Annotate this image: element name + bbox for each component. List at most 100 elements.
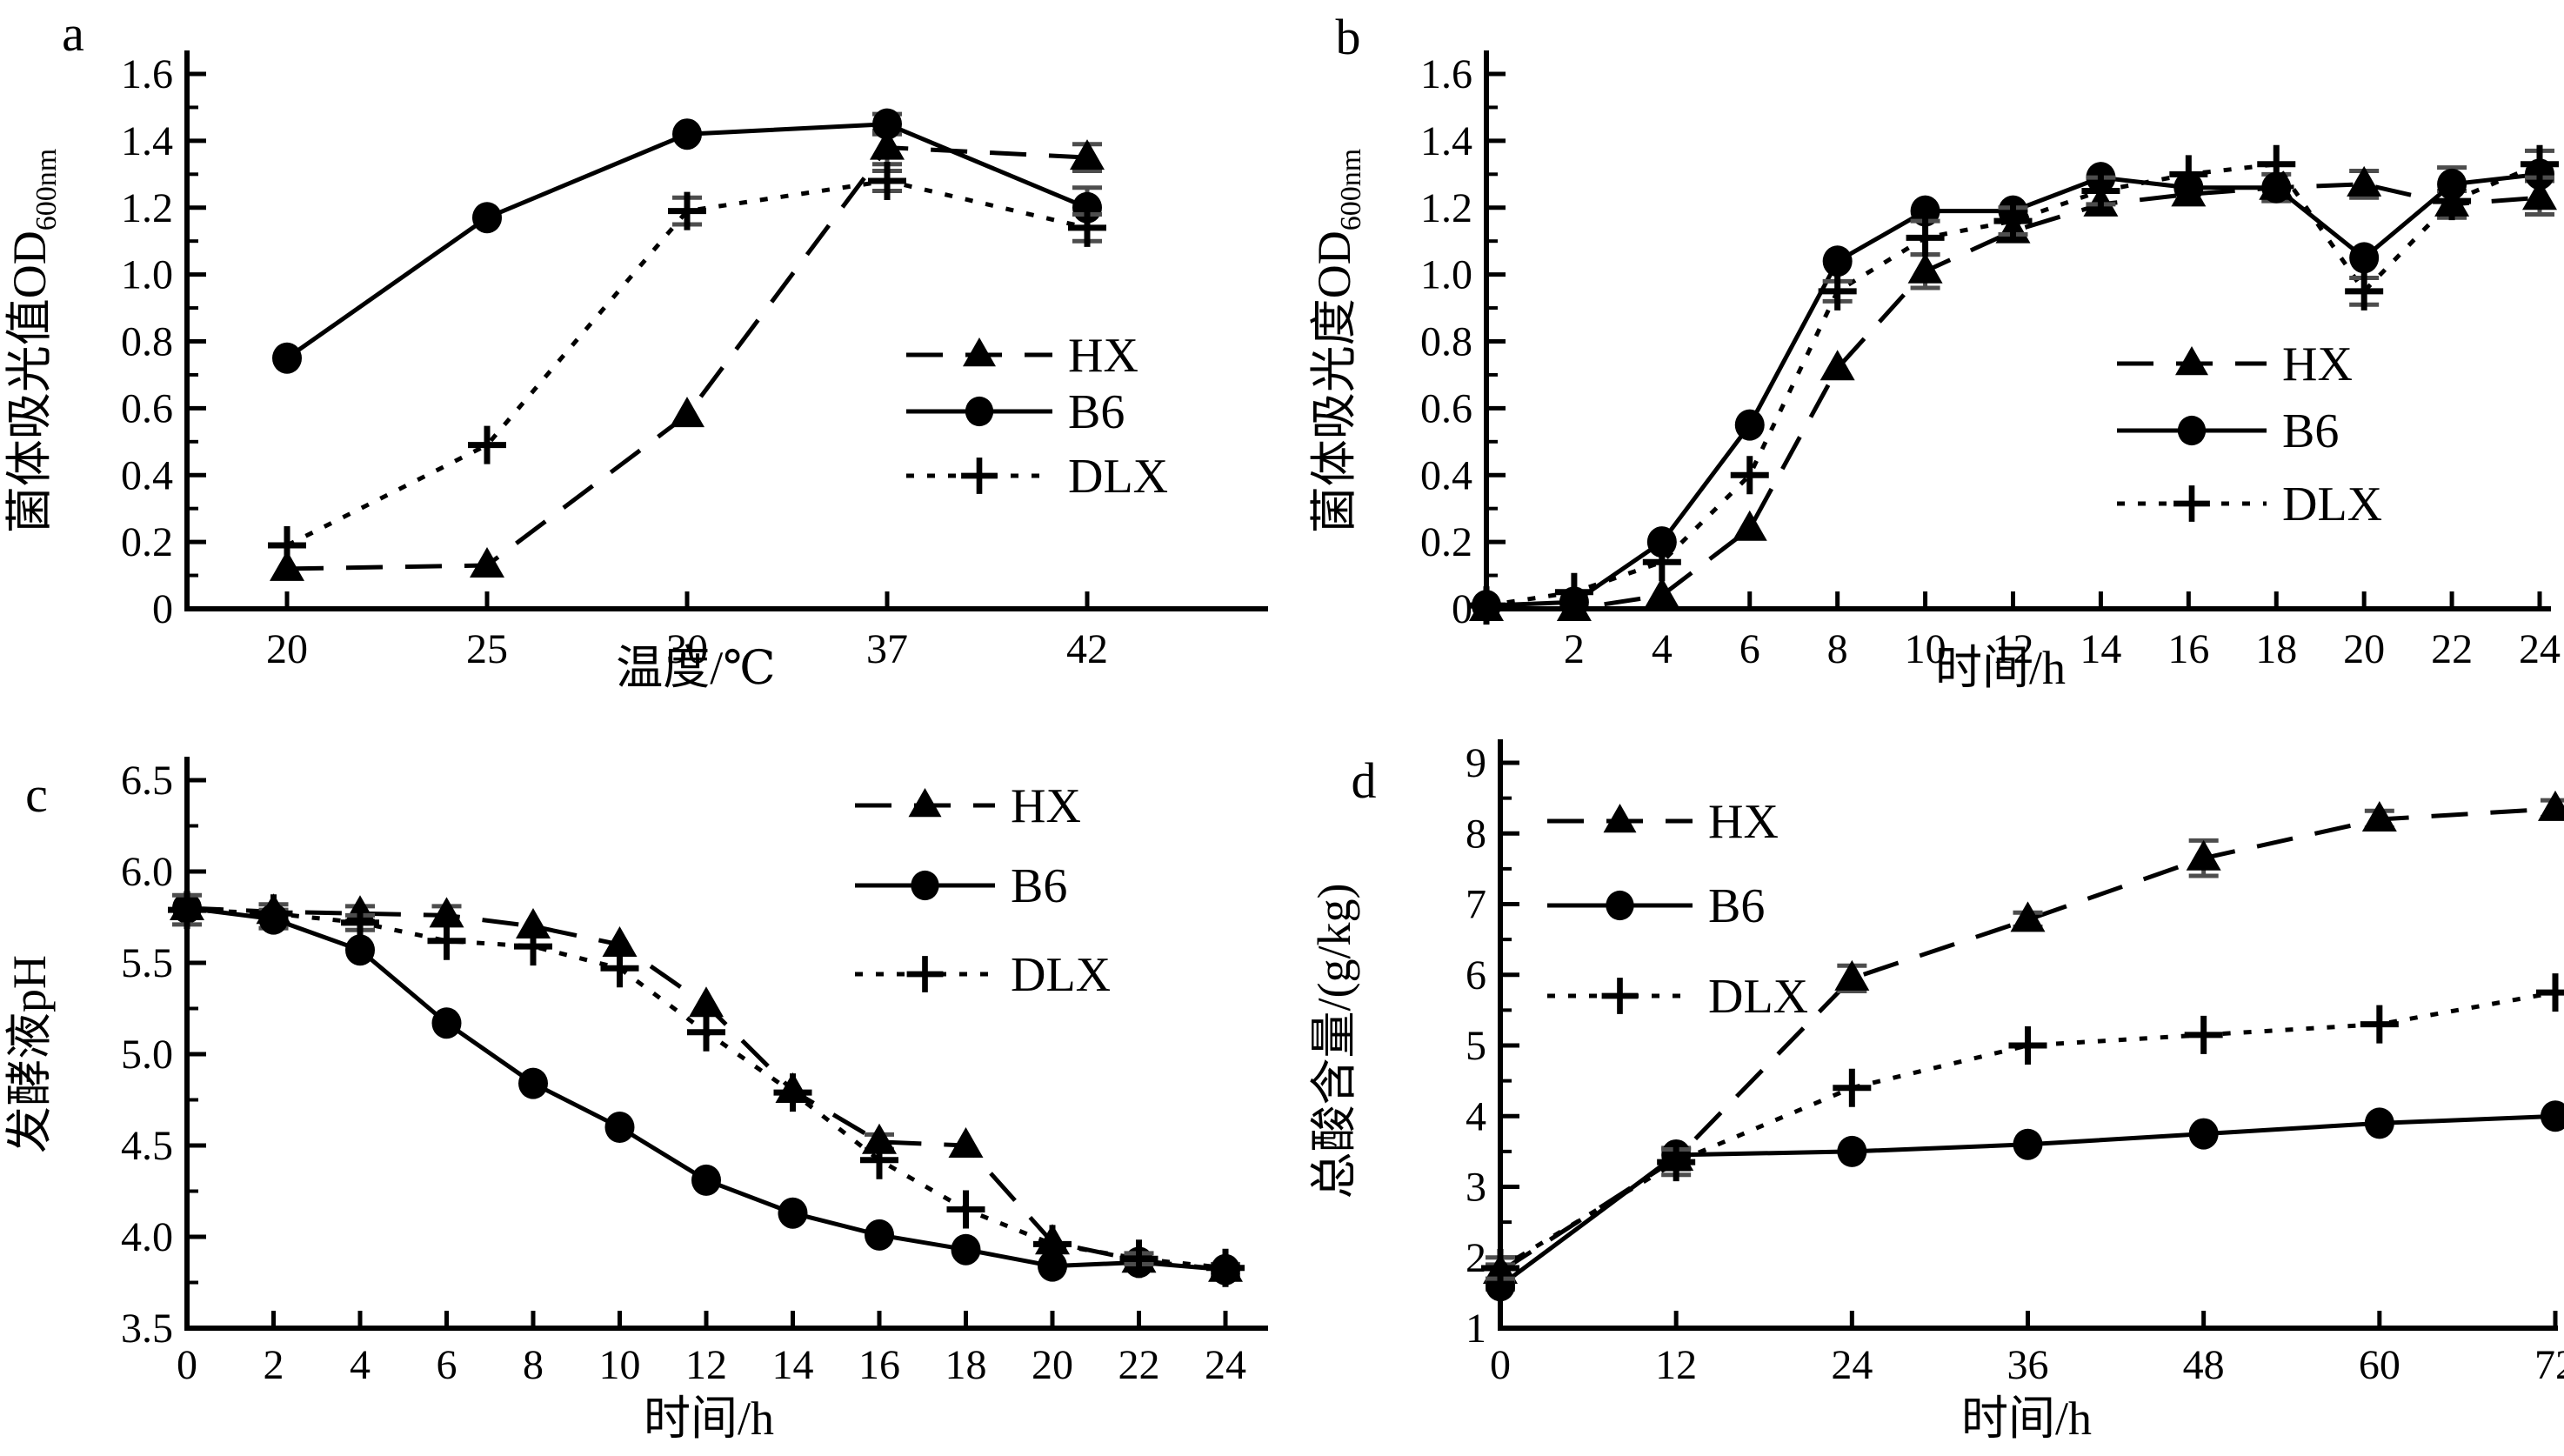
circle-marker xyxy=(431,1007,462,1039)
circle-marker xyxy=(911,870,939,901)
circle-marker xyxy=(1822,245,1853,277)
x-tick-label: 8 xyxy=(1827,626,1848,672)
chart-c-svg: 3.54.04.55.05.56.06.50 2 4 6 8 10 12 14 16 18 20 22… xyxy=(3,757,1268,1445)
y-tick-label: 1.4 xyxy=(1420,118,1472,164)
triangle-marker xyxy=(516,908,551,938)
plus-marker xyxy=(168,891,206,930)
plus-marker xyxy=(1730,456,1769,495)
legend-label-B6: B6 xyxy=(1011,859,1067,913)
panel-letter: c xyxy=(25,766,48,823)
x-tick-label: 25 xyxy=(466,626,508,672)
circle-marker xyxy=(951,1233,981,1266)
x-tick-label: 24 xyxy=(1205,1342,1246,1388)
y-tick-label: 1.6 xyxy=(121,51,173,97)
y-tick-label: 6.0 xyxy=(121,849,173,895)
y-tick-label: 1.4 xyxy=(121,118,173,164)
x-tick-label: 20 xyxy=(266,626,308,672)
y-tick-label: 0.6 xyxy=(121,385,173,431)
panel-letter: b xyxy=(1336,9,1361,65)
x-tick-label: 10 xyxy=(599,1342,641,1388)
triangle-marker xyxy=(1070,139,1105,170)
triangle-marker xyxy=(670,397,704,428)
panel-letter: a xyxy=(62,5,84,62)
circle-marker xyxy=(472,202,502,234)
legend-label-DLX: DLX xyxy=(1011,948,1111,1002)
triangle-marker xyxy=(862,1123,897,1154)
panel-c-ph-vs-time: 3.5 4.0 4.5 5.0 5.5 6.0 6.5 0 2 4 6 8 10 12 14 16 18 20 22… xyxy=(0,728,1282,1456)
plus-marker xyxy=(1601,978,1639,1014)
triangle-marker xyxy=(2522,179,2557,210)
y-tick-label: 0.4 xyxy=(1420,452,1472,498)
y-tick-label: 4.5 xyxy=(121,1123,173,1169)
y-tick-label: 5.5 xyxy=(121,940,173,986)
triangle-marker xyxy=(2010,901,2046,932)
circle-marker xyxy=(965,396,994,427)
series-line-DLX xyxy=(285,178,1088,548)
y-tick-label: 5.0 xyxy=(121,1032,173,1078)
x-axis-ticks: 0 2 4 6 8 10 12 14 16 18 20 22 24 xyxy=(177,1311,1246,1388)
series-HX xyxy=(1483,790,2564,1284)
triangle-marker xyxy=(1732,510,1767,541)
y-tick-label: 7 xyxy=(1466,882,1486,928)
x-tick-label: 48 xyxy=(2183,1342,2225,1388)
plus-marker xyxy=(668,191,706,230)
x-axis-ticks: 0 12 24 36 48 60 72 xyxy=(1490,1311,2564,1388)
circle-marker xyxy=(1837,1135,1867,1167)
y-tick-label: 0.4 xyxy=(121,452,173,498)
panel-d-total-acid-vs-time: 1234567890122436486072时间/h总酸含量/(g/kg)dHX… xyxy=(1282,728,2564,1456)
triangle-marker xyxy=(602,926,638,957)
triangle-marker xyxy=(2538,790,2564,821)
circle-marker xyxy=(2349,242,2380,274)
y-tick-label: 6 xyxy=(1466,952,1486,998)
triangle-marker xyxy=(1907,252,1943,284)
plus-marker xyxy=(687,1012,725,1052)
circle-marker xyxy=(604,1112,635,1143)
y-tick-label: 1.0 xyxy=(121,252,173,298)
circle-marker xyxy=(872,108,902,140)
plus-marker xyxy=(1818,271,1857,311)
circle-marker xyxy=(345,934,375,966)
y-tick-label: 0.8 xyxy=(121,319,173,365)
circle-marker xyxy=(2364,1107,2394,1139)
legend-label-HX: HX xyxy=(1708,795,1779,849)
plus-marker xyxy=(2081,171,2120,210)
x-tick-label: 6 xyxy=(1739,626,1760,672)
x-tick-label: 2 xyxy=(264,1342,284,1388)
x-tick-label: 2 xyxy=(1564,626,1585,672)
legend-label-HX: HX xyxy=(1011,779,1081,833)
series-DLX xyxy=(1467,144,2559,625)
circle-marker xyxy=(672,118,702,150)
plus-marker xyxy=(2008,1026,2047,1065)
x-tick-label: 60 xyxy=(2359,1342,2400,1388)
triangle-marker xyxy=(2361,801,2397,832)
x-axis-title: 时间/h xyxy=(1961,1393,2092,1445)
series-line-HX xyxy=(1486,182,2541,611)
triangle-marker xyxy=(470,547,504,578)
circle-marker xyxy=(1910,195,1940,227)
series-DLX xyxy=(1481,973,2564,1287)
triangle-marker xyxy=(429,897,464,928)
plus-marker xyxy=(773,1073,812,1112)
x-tick-label: 4 xyxy=(1652,626,1673,672)
x-tick-label: 18 xyxy=(2255,626,2297,672)
legend-label-B6: B6 xyxy=(1068,385,1125,439)
plus-marker xyxy=(1467,586,1506,625)
legend-label-HX: HX xyxy=(2282,337,2353,391)
series-B6 xyxy=(272,108,1102,374)
chart-b-svg: 00.20.40.60.81.01.21.41.62 4 6 8 10 12 14 16 18 2… xyxy=(1308,9,2561,694)
y-axis-title: 菌体吸光度OD600nm xyxy=(1308,149,1367,533)
triangle-marker xyxy=(1603,804,1637,833)
panel-b-od-vs-time: 0 0.2 0.4 0.6 0.8 1.0 1.2 1.4 1.6 2 4 6 8 10 12 14 16 18 2… xyxy=(1282,0,2564,728)
y-axis-title: 发酵液pH xyxy=(3,955,56,1153)
y-tick-label: 0 xyxy=(152,586,173,632)
plus-marker xyxy=(2184,1015,2223,1054)
legend-label-HX: HX xyxy=(1068,329,1138,383)
triangle-marker xyxy=(948,1127,984,1158)
circle-marker xyxy=(518,1067,548,1099)
legend-label-B6: B6 xyxy=(2282,404,2339,458)
legend-label-DLX: DLX xyxy=(1068,450,1168,504)
plus-marker xyxy=(2433,182,2472,221)
circle-marker xyxy=(272,342,302,374)
x-tick-label: 12 xyxy=(1993,626,2034,672)
